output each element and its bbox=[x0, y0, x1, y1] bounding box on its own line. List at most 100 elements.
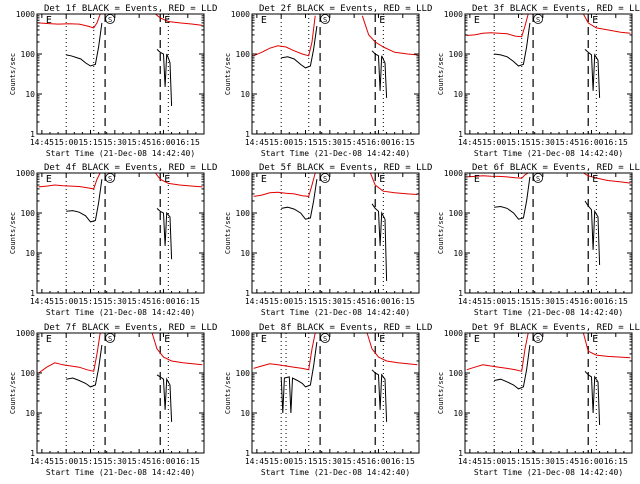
events-series-segment bbox=[156, 374, 173, 422]
lld-series-segment bbox=[253, 172, 316, 197]
y-axis-label: Counts/sec bbox=[437, 212, 445, 254]
detector-panel-3: 14:45 15:00 15:15 15:30 15:45 16:00 16:15 1 10 10… bbox=[437, 4, 640, 158]
x-tick-label: 14:45 bbox=[30, 138, 54, 147]
panel-title: Det 9f BLACK = Events, RED = LLD bbox=[472, 323, 640, 333]
panel-title: Det 1f BLACK = Events, RED = LLD bbox=[44, 4, 217, 14]
x-tick-label: 15:30 bbox=[103, 457, 127, 466]
y-tick-label: 1 bbox=[458, 130, 463, 139]
lld-series-segment bbox=[253, 15, 316, 57]
x-tick-label: 15:15 bbox=[293, 297, 317, 306]
detector-panel-9: 14:45 15:00 15:15 15:30 15:45 16:00 16:15 1 10 10… bbox=[437, 323, 640, 477]
x-tick-label: 15:15 bbox=[78, 457, 102, 466]
y-tick-label: 1000 bbox=[444, 10, 463, 19]
x-axis-label: Start Time (21-Dec-08 14:42:40) bbox=[474, 468, 623, 477]
y-tick-label: 1 bbox=[30, 289, 35, 298]
events-series-segment bbox=[584, 49, 601, 98]
y-tick-label: 100 bbox=[449, 209, 464, 218]
events-series-segment bbox=[494, 344, 531, 390]
events-series-segment bbox=[281, 179, 318, 220]
events-series-segment bbox=[494, 22, 531, 67]
end-marker-label: E bbox=[46, 15, 52, 26]
panel-title: Det 8f BLACK = Events, RED = LLD bbox=[259, 323, 432, 333]
x-tick-label: 15:00 bbox=[269, 457, 293, 466]
panel-title: Det 4f BLACK = Events, RED = LLD bbox=[44, 163, 217, 173]
lld-series-segment bbox=[38, 13, 101, 29]
y-tick-label: 100 bbox=[449, 50, 464, 59]
y-axis-label: Counts/sec bbox=[437, 53, 445, 95]
panel-title: Det 3f BLACK = Events, RED = LLD bbox=[472, 4, 640, 14]
plot-frame bbox=[464, 172, 633, 294]
x-tick-label: 14:45 bbox=[458, 457, 482, 466]
x-tick-label: 14:45 bbox=[245, 138, 269, 147]
end-marker-label: E bbox=[592, 15, 598, 26]
x-tick-label: 15:45 bbox=[127, 297, 151, 306]
x-tick-label: 16:15 bbox=[391, 297, 415, 306]
start-marker-label: S bbox=[108, 175, 112, 183]
end-marker-label: E bbox=[592, 174, 598, 185]
end-marker-label: E bbox=[474, 334, 480, 345]
x-tick-label: 16:00 bbox=[366, 457, 390, 466]
x-tick-label: 15:45 bbox=[342, 457, 366, 466]
y-tick-label: 1000 bbox=[444, 169, 463, 178]
events-series-segment bbox=[494, 176, 531, 220]
start-marker-label: S bbox=[536, 175, 540, 183]
events-series-segment bbox=[280, 341, 318, 414]
events-series-segment bbox=[281, 25, 318, 69]
detector-panel-7: 14:45 15:00 15:15 15:30 15:45 16:00 16:15 1 10 10… bbox=[9, 323, 217, 477]
x-tick-label: 15:45 bbox=[127, 457, 151, 466]
start-marker-label: S bbox=[536, 16, 540, 24]
x-tick-label: 15:15 bbox=[78, 297, 102, 306]
x-tick-label: 16:15 bbox=[391, 138, 415, 147]
y-tick-label: 1000 bbox=[16, 169, 35, 178]
lld-series-segment bbox=[253, 332, 316, 371]
x-tick-label: 14:45 bbox=[30, 457, 54, 466]
lld-series-segment bbox=[369, 172, 418, 195]
plot-frame bbox=[36, 332, 205, 454]
x-tick-label: 15:30 bbox=[531, 297, 555, 306]
x-tick-label: 15:30 bbox=[318, 457, 342, 466]
start-marker-label: S bbox=[323, 335, 327, 343]
plot-frame bbox=[251, 332, 420, 454]
y-tick-label: 10 bbox=[453, 249, 463, 258]
y-tick-label: 10 bbox=[240, 409, 250, 418]
start-marker-circle bbox=[533, 333, 543, 343]
x-axis-label: Start Time (21-Dec-08 14:42:40) bbox=[46, 308, 195, 317]
x-tick-label: 15:30 bbox=[531, 457, 555, 466]
panel-title: Det 7f BLACK = Events, RED = LLD bbox=[44, 323, 217, 333]
y-tick-label: 1000 bbox=[16, 10, 35, 19]
start-marker-label: S bbox=[108, 335, 112, 343]
start-marker-label: S bbox=[323, 175, 327, 183]
x-tick-label: 15:15 bbox=[78, 138, 102, 147]
x-tick-label: 15:00 bbox=[482, 457, 506, 466]
x-tick-label: 14:45 bbox=[458, 297, 482, 306]
x-tick-label: 16:00 bbox=[151, 297, 175, 306]
x-tick-label: 15:45 bbox=[555, 457, 579, 466]
y-tick-label: 10 bbox=[240, 249, 250, 258]
start-marker-circle bbox=[533, 173, 543, 183]
detector-panel-8: 14:45 15:00 15:15 15:30 15:45 16:00 16:15 1 10 10… bbox=[224, 323, 432, 477]
panel-title: Det 6f BLACK = Events, RED = LLD bbox=[472, 163, 640, 173]
x-tick-label: 15:45 bbox=[555, 138, 579, 147]
y-tick-label: 100 bbox=[236, 369, 251, 378]
x-tick-label: 15:45 bbox=[555, 297, 579, 306]
events-series-segment bbox=[371, 203, 388, 282]
y-axis-label: Counts/sec bbox=[224, 372, 232, 414]
lld-series-segment bbox=[466, 172, 529, 179]
y-tick-label: 1000 bbox=[444, 329, 463, 338]
x-tick-label: 15:15 bbox=[293, 457, 317, 466]
x-axis-label: Start Time (21-Dec-08 14:42:40) bbox=[46, 149, 195, 158]
x-axis-label: Start Time (21-Dec-08 14:42:40) bbox=[261, 149, 410, 158]
plot-frame bbox=[36, 172, 205, 294]
start-marker-circle bbox=[320, 173, 330, 183]
y-tick-label: 10 bbox=[25, 90, 35, 99]
x-tick-label: 15:30 bbox=[531, 138, 555, 147]
x-tick-label: 16:15 bbox=[176, 297, 200, 306]
x-tick-label: 16:00 bbox=[366, 297, 390, 306]
x-tick-label: 15:30 bbox=[318, 297, 342, 306]
x-tick-label: 16:15 bbox=[176, 138, 200, 147]
y-axis-label: Counts/sec bbox=[9, 212, 17, 254]
y-tick-label: 1 bbox=[458, 289, 463, 298]
events-series-segment bbox=[371, 50, 388, 98]
